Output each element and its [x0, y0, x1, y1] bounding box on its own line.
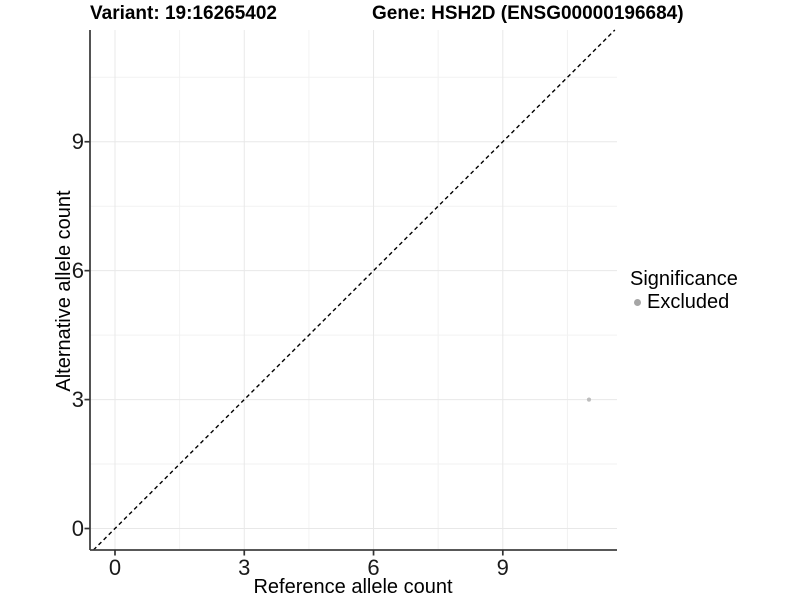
x-tick-label: 3	[238, 555, 251, 580]
y-tick-label: 6	[71, 257, 84, 283]
title-gene: Gene: HSH2D (ENSG00000196684)	[372, 3, 684, 24]
y-tick-label: 0	[71, 515, 84, 541]
identity-reference-line	[92, 29, 616, 551]
x-tick-label: 0	[108, 555, 122, 580]
legend-point-icon	[634, 298, 641, 306]
x-axis-label: Reference allele count	[253, 576, 453, 598]
y-tick-label: 9	[71, 128, 84, 154]
legend-item-label: Excluded	[647, 291, 730, 313]
title-variant: Variant: 19:16265402	[90, 3, 277, 24]
x-tick-label: 6	[367, 555, 380, 580]
legend: Significance Excluded	[630, 268, 738, 312]
data-point-excluded	[586, 397, 592, 402]
y-axis-label: Alternative allele count	[53, 190, 75, 392]
y-tick-label: 3	[71, 386, 84, 412]
legend-title: Significance	[630, 268, 738, 290]
legend-item-excluded: Excluded	[630, 292, 738, 312]
x-tick-label: 9	[496, 555, 509, 580]
